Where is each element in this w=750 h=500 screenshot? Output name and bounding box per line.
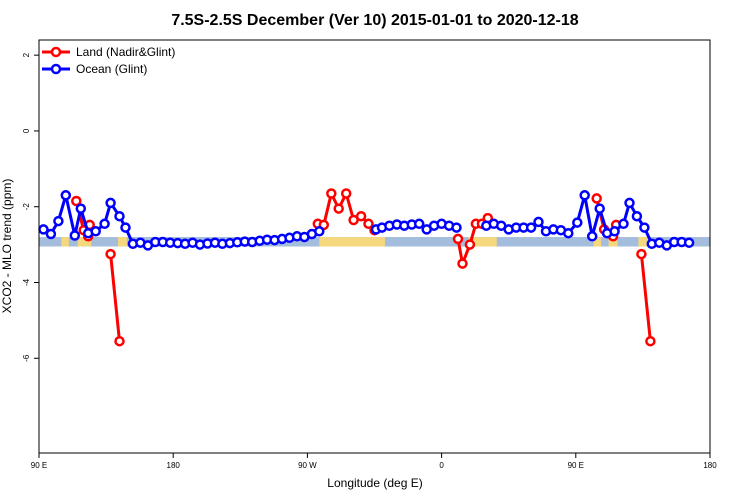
x-tick-label: 90 E [568,461,584,470]
series-line [639,253,652,342]
data-point [114,210,125,222]
series-ocean [38,190,695,251]
data-point [525,222,537,233]
data-point [457,258,468,269]
data-point [452,233,464,245]
land-band [468,237,497,247]
y-tick-label: -4 [22,278,31,286]
data-point [464,239,476,250]
legend: Land (Nadir&Glint) Ocean (Glint) [42,45,175,76]
x-axis-label: Longitude (deg E) [327,476,422,490]
data-point [75,203,87,214]
data-point [333,203,344,214]
data-point [591,193,602,204]
data-point [120,222,131,233]
data-point [451,222,462,233]
data-point [105,248,116,260]
data-point [60,190,72,201]
data-point [645,335,656,347]
data-point [609,226,620,237]
data-point [69,230,81,241]
x-tick-label: 0 [439,461,444,470]
data-point [326,188,337,199]
land-band [638,237,649,247]
series-line [109,253,121,342]
data-point [314,226,325,237]
data-point [631,210,643,222]
data-point [355,210,367,222]
plot-frame [38,39,711,454]
data-point [71,195,82,207]
land-band [77,237,92,247]
data-point [639,222,650,233]
series-layer [38,188,695,347]
x-tick-label: 180 [167,461,181,470]
data-point [533,216,544,228]
data-point [586,231,598,242]
data-point [105,197,116,209]
data-point [99,218,110,230]
data-point [618,218,629,230]
y-tick-label: 0 [22,128,31,133]
data-point [594,203,605,214]
data-point [579,190,590,201]
data-point [563,227,574,239]
legend-label-ocean: Ocean (Glint) [76,62,147,76]
y-tick-label: -6 [22,354,31,362]
x-tick-label: 90 E [31,461,47,470]
x-tick-label: 180 [703,461,717,470]
x-axis: 90 E 180 90 W 0 90 E 180 [31,453,717,470]
legend-label-land: Land (Nadir&Glint) [76,45,175,59]
data-point [363,218,374,230]
y-tick-label: 2 [22,52,31,57]
land-band [118,237,127,247]
land-band [608,237,618,247]
data-point [413,218,425,230]
y-axis: 2 0 -2 -4 -6 [22,52,39,362]
data-point [340,188,352,199]
land-ocean-mask [39,237,710,247]
legend-marker-land [50,46,62,58]
data-point [624,197,635,209]
data-point [53,215,64,227]
data-point [45,228,57,240]
y-tick-label: -2 [22,203,31,211]
land-band [319,237,385,247]
data-point [114,335,125,347]
x-tick-label: 90 W [298,461,317,470]
legend-marker-ocean [50,63,62,75]
land-band [61,237,69,247]
data-point [90,226,101,237]
y-axis-label: XCO2 - MLO trend (ppm) [0,179,14,314]
data-point [572,217,583,228]
data-point [683,237,695,248]
data-point [636,248,647,260]
chart-title: 7.5S-2.5S December (Ver 10) 2015-01-01 t… [171,12,578,29]
land-band [593,237,602,247]
